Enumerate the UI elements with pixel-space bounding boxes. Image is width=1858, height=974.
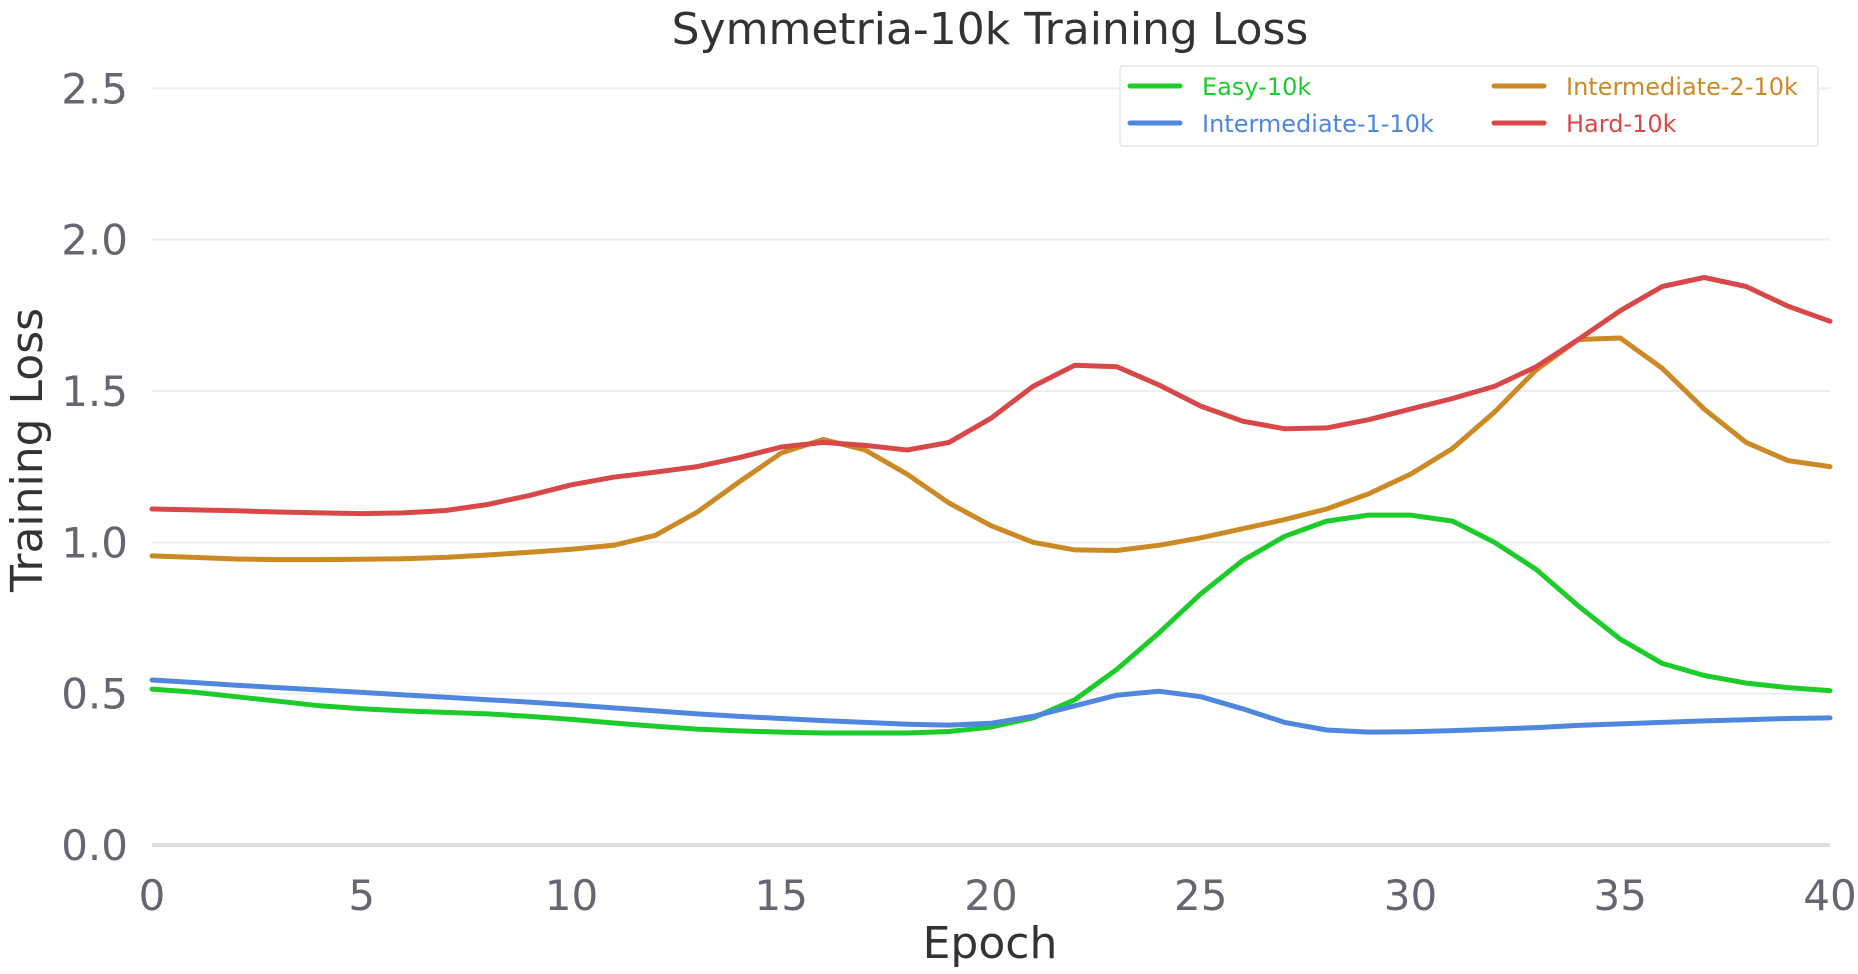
x-tick-label-3: 15 — [755, 871, 808, 920]
series-line-hard-10k — [149, 275, 1833, 517]
y-tick-label-4: 2.0 — [61, 216, 128, 265]
y-axis-label: Training Loss — [2, 308, 53, 593]
series-lines — [149, 275, 1833, 736]
legend-box — [1119, 65, 1819, 147]
x-tick-label-6: 30 — [1384, 871, 1437, 920]
x-tick-labels: 0 5 10 15 20 25 30 35 40 — [139, 871, 1857, 920]
x-tick-label-4: 20 — [964, 871, 1017, 920]
x-axis-label: Epoch — [923, 918, 1058, 969]
x-tick-label-2: 10 — [545, 871, 598, 920]
y-tick-label-2: 1.0 — [61, 518, 128, 567]
x-tick-label-0: 0 — [139, 871, 166, 920]
x-tick-label-7: 35 — [1594, 871, 1647, 920]
series-line-easy-10k — [149, 512, 1833, 736]
chart-title: Symmetria-10k Training Loss — [672, 4, 1309, 55]
x-tick-label-8: 40 — [1803, 871, 1856, 920]
series-line-intermediate-1-10k — [149, 677, 1833, 735]
y-tick-label-0: 0.0 — [61, 821, 128, 870]
series-line-intermediate-2-10k — [149, 335, 1833, 563]
legend-label-easy-10k: Easy-10k — [1202, 73, 1311, 101]
y-tick-label-3: 1.5 — [61, 367, 128, 416]
x-tick-label-5: 25 — [1174, 871, 1227, 920]
legend-label-intermediate-2-10k: Intermediate-2-10k — [1566, 73, 1798, 101]
legend: Easy-10k Intermediate-1-10k Intermediate-2… — [1119, 65, 1819, 147]
x-tick-label-1: 5 — [348, 871, 375, 920]
gridlines — [152, 87, 1830, 695]
legend-label-intermediate-1-10k: Intermediate-1-10k — [1202, 110, 1434, 138]
legend-label-hard-10k: Hard-10k — [1566, 110, 1677, 138]
y-tick-label-5: 2.5 — [61, 64, 128, 113]
y-tick-labels: 0.0 0.5 1.0 1.5 2.0 2.5 — [61, 64, 128, 870]
y-tick-label-1: 0.5 — [61, 670, 128, 719]
